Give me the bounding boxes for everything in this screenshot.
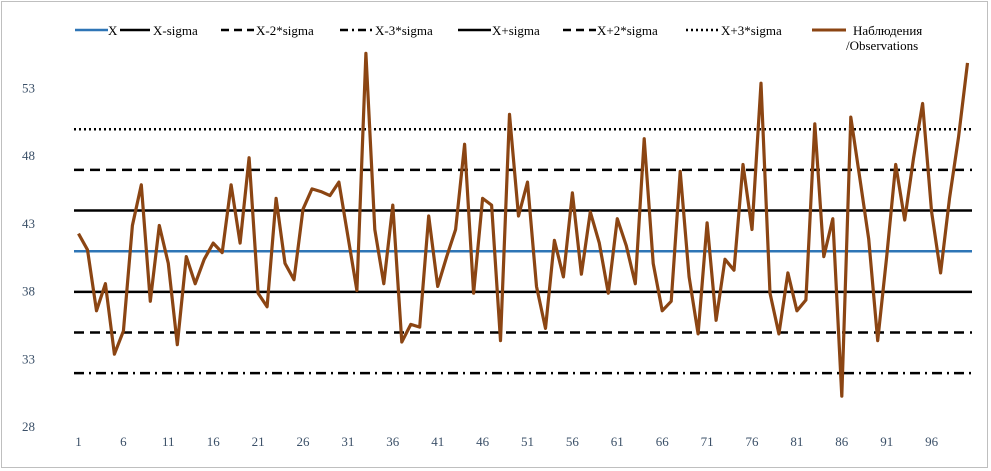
x-tick-label: 41 <box>431 434 444 449</box>
x-tick-label: 26 <box>296 434 310 449</box>
legend-item-x-minus-sigma: X-sigma <box>120 23 198 38</box>
x-tick-label: 31 <box>341 434 354 449</box>
y-tick-label: 48 <box>22 148 35 163</box>
legend-item-x-plus-sigma: X+sigma <box>458 23 540 38</box>
x-tick-label: 71 <box>701 434 714 449</box>
x-tick-label: 91 <box>880 434 893 449</box>
x-tick-label: 56 <box>566 434 580 449</box>
x-tick-label: 96 <box>925 434 939 449</box>
legend-item-observations: Наблюдения /Observations <box>812 23 922 53</box>
x-tick-label: 66 <box>656 434 670 449</box>
legend-item-x-minus-3sigma: X-3*sigma <box>340 23 433 38</box>
legend-item-x-plus-3sigma: X+3*sigma <box>686 23 782 38</box>
y-tick-label: 28 <box>22 419 35 434</box>
chart-legend: X X-sigma X-2*sigma X-3*sigma X+sigma X+… <box>75 23 922 53</box>
x-tick-label: 81 <box>790 434 803 449</box>
y-tick-label: 33 <box>22 351 35 366</box>
x-tick-label: 36 <box>386 434 400 449</box>
x-tick-label: 21 <box>252 434 265 449</box>
x-tick-label: 86 <box>835 434 849 449</box>
legend-item-x-minus-2sigma: X-2*sigma <box>221 23 314 38</box>
legend-label-x-minus-3sigma: X-3*sigma <box>375 23 433 38</box>
legend-label-observations-line2: /Observations <box>846 38 918 53</box>
y-tick-label: 38 <box>22 284 35 299</box>
legend-label-x-minus-sigma: X-sigma <box>153 23 198 38</box>
legend-label-x-plus-2sigma: X+2*sigma <box>597 23 658 38</box>
legend-label-x: X <box>108 23 118 38</box>
x-tick-label: 11 <box>162 434 175 449</box>
legend-label-x-plus-3sigma: X+3*sigma <box>721 23 782 38</box>
legend-label-x-plus-sigma: X+sigma <box>492 23 540 38</box>
legend-label-observations-line1: Наблюдения <box>853 23 922 38</box>
x-tick-label: 46 <box>476 434 490 449</box>
x-tick-label: 16 <box>207 434 221 449</box>
observations-series-line <box>77 51 970 398</box>
legend-item-x-plus-2sigma: X+2*sigma <box>563 23 658 38</box>
x-tick-label: 1 <box>75 434 82 449</box>
x-tick-label: 51 <box>521 434 534 449</box>
legend-item-x: X <box>75 23 118 38</box>
x-tick-label: 76 <box>745 434 759 449</box>
x-tick-label: 6 <box>120 434 127 449</box>
legend-label-x-minus-2sigma: X-2*sigma <box>256 23 314 38</box>
y-tick-label: 43 <box>22 216 35 231</box>
y-tick-label: 53 <box>22 80 35 95</box>
x-tick-label: 61 <box>611 434 624 449</box>
